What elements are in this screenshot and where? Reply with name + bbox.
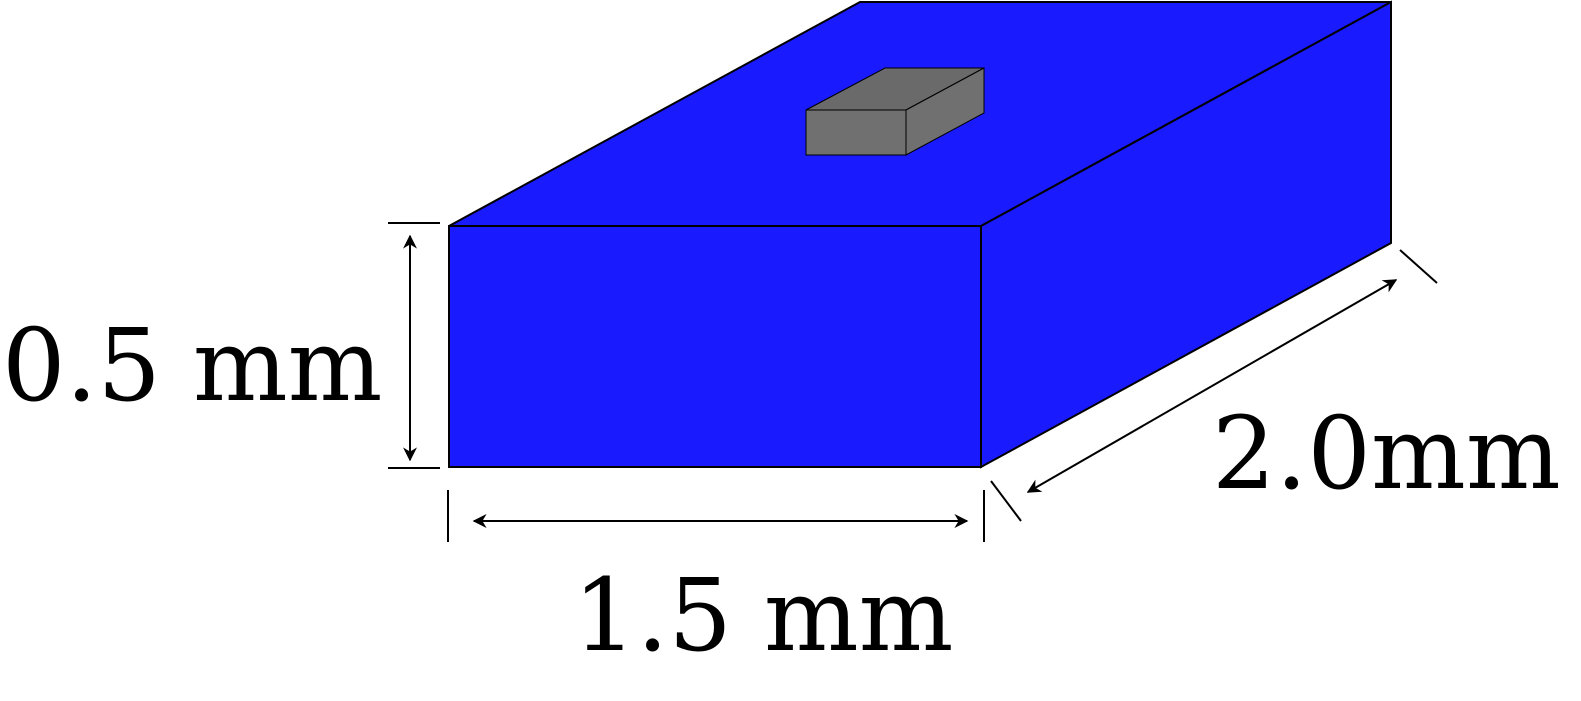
width-dimension: 1.5 mm xyxy=(447,490,985,674)
height-label: 0.5 mm xyxy=(2,307,382,424)
height-dimension: 0.5 mm xyxy=(2,222,440,469)
block-front-face xyxy=(448,225,982,468)
width-label: 1.5 mm xyxy=(573,557,953,674)
depth-extension-front xyxy=(990,480,1022,522)
depth-dimension: 2.0mm xyxy=(990,249,1561,522)
depth-arrow xyxy=(1026,279,1398,493)
chip xyxy=(805,67,985,156)
chip-front-face xyxy=(805,109,907,156)
depth-label: 2.0mm xyxy=(1212,395,1561,512)
depth-extension-back xyxy=(1399,249,1438,284)
